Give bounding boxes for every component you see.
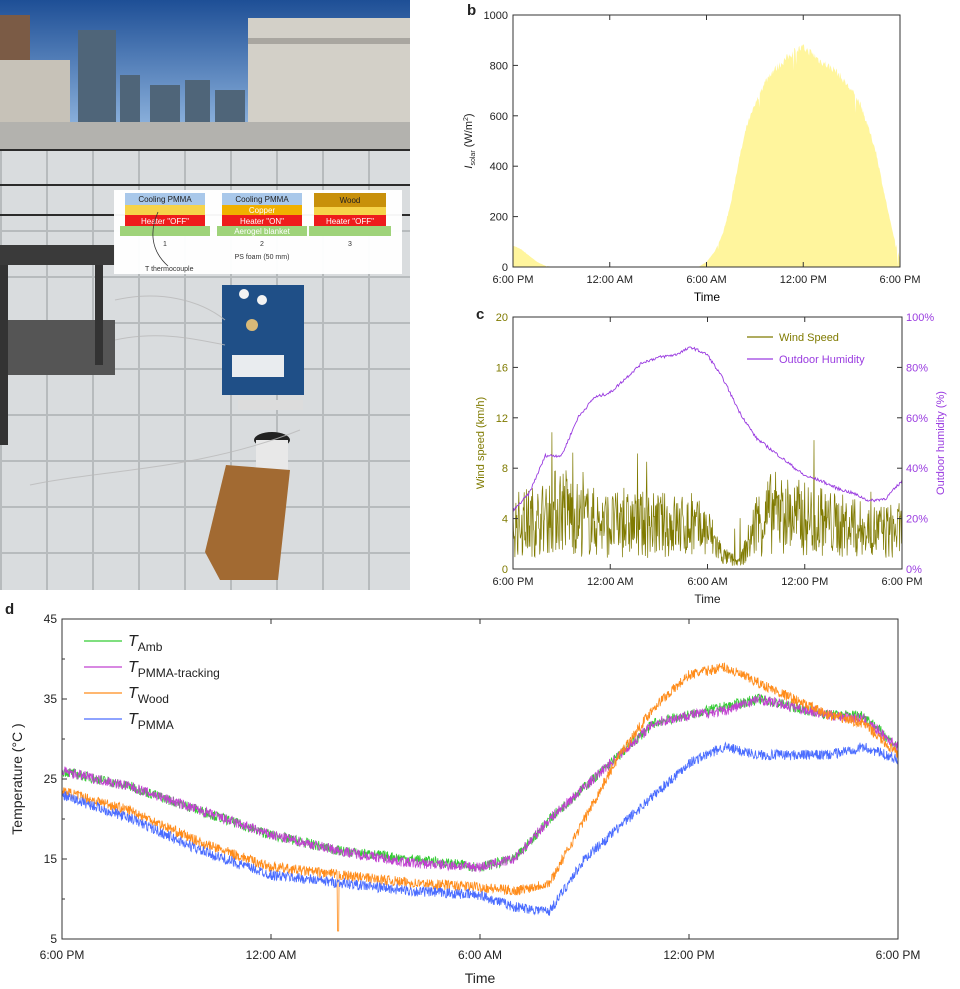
outdoor-humidity-line	[512, 346, 903, 513]
c-y2-tick-label: 80%	[906, 362, 928, 374]
sample2-top-label: Cooling PMMA	[235, 195, 289, 204]
d-y-tick-label: 5	[50, 932, 57, 946]
d-x-tick-label: 6:00 PM	[876, 948, 921, 962]
d-x-tick-label: 12:00 PM	[663, 948, 714, 962]
b-y-tick-label: 600	[490, 111, 508, 123]
c-x-tick-label: 6:00 PM	[882, 576, 923, 588]
d-y-tick-label: 15	[44, 852, 58, 866]
sample3-heater-label: Heater "OFF"	[326, 217, 374, 226]
c-y2-tick-label: 20%	[906, 514, 928, 526]
c-y-tick-label: 20	[496, 312, 508, 324]
d-legend-label: TPMMA-tracking	[128, 659, 220, 680]
foam-label: PS foam (50 mm)	[235, 254, 290, 261]
panel-label-c: c	[476, 306, 485, 323]
c-y-axis-right-title: Outdoor humidity (%)	[935, 391, 947, 495]
b-x-tick-label: 6:00 AM	[686, 274, 726, 286]
right-building	[248, 18, 410, 130]
b-y-tick-label: 0	[502, 262, 508, 274]
b-x-tick-label: 6:00 PM	[493, 274, 534, 286]
d-y-tick-label: 35	[44, 692, 58, 706]
sample1-top-label: Cooling PMMA	[138, 195, 192, 204]
c-x-tick-label: 6:00 PM	[493, 576, 534, 588]
b-x-tick-label: 6:00 PM	[880, 274, 921, 286]
sample2-heater-label: Heater "ON"	[240, 217, 284, 226]
cooler-box	[222, 285, 304, 395]
d-x-tick-label: 6:00 PM	[40, 948, 85, 962]
c-y2-tick-label: 100%	[906, 312, 934, 324]
sample1-heater-label: Heater "OFF"	[141, 217, 189, 226]
sample-schematic: Cooling PMMA Heater "OFF" 1 Cooling PMMA…	[114, 190, 402, 274]
left-building	[0, 60, 70, 130]
temp-series-pmma	[62, 741, 899, 916]
d-legend-label: TWood	[128, 685, 169, 706]
panel-label-b: b	[467, 2, 477, 19]
b-y-tick-label: 400	[490, 161, 508, 173]
c-legend-label: Wind Speed	[779, 332, 839, 344]
city-skyline	[0, 15, 245, 125]
d-x-tick-label: 12:00 AM	[246, 948, 297, 962]
b-y-tick-label: 800	[490, 60, 508, 72]
c-legend-label: Outdoor Humidity	[779, 354, 865, 366]
c-x-tick-label: 12:00 AM	[587, 576, 633, 588]
sensor-wires	[29, 295, 301, 486]
sample2-bottom-label: Aerogel blanket	[234, 227, 290, 236]
c-x-axis-title: Time	[694, 592, 721, 606]
solar-irradiance-area	[513, 44, 900, 267]
c-y2-tick-label: 0%	[906, 564, 922, 576]
b-x-tick-label: 12:00 AM	[587, 274, 633, 286]
c-y-tick-label: 0	[502, 564, 508, 576]
d-legend-label: TPMMA	[128, 711, 174, 732]
d-y-tick-label: 45	[44, 612, 58, 626]
b-y-tick-label: 200	[490, 212, 508, 224]
d-x-axis-title: Time	[465, 970, 496, 986]
c-x-tick-label: 12:00 PM	[781, 576, 828, 588]
sample1-number: 1	[163, 241, 167, 248]
wood-board	[205, 465, 290, 580]
thermocouple-label: T thermocouple	[145, 266, 194, 273]
c-y-tick-label: 12	[496, 413, 508, 425]
c-y2-tick-label: 60%	[906, 413, 928, 425]
b-x-tick-label: 12:00 PM	[780, 274, 827, 286]
b-y-axis-label: Isolar (W/m2)	[463, 113, 477, 168]
temp-series-wood	[61, 662, 899, 932]
solar-irradiance-chart: 6:00 PM 12:00 AM 6:00 AM 12:00 PM 6:00 PM020…	[463, 10, 921, 304]
d-y-tick-label: 25	[44, 772, 58, 786]
sample2-number: 2	[260, 241, 264, 248]
d-legend-label: TAmb	[128, 633, 163, 654]
c-x-tick-label: 6:00 AM	[687, 576, 727, 588]
sample3-top-label: Wood	[340, 196, 361, 205]
sample3-number: 3	[348, 241, 352, 248]
wind-speed-line	[512, 432, 903, 566]
d-x-tick-label: 6:00 AM	[458, 948, 502, 962]
equipment-cart	[0, 245, 115, 445]
c-y-tick-label: 4	[502, 514, 508, 526]
b-x-axis-title: Time	[694, 290, 721, 304]
c-y-tick-label: 16	[496, 362, 508, 374]
temperature-chart: 6:00 PM 12:00 AM 6:00 AM 12:00 PM 6:00 PM 5 15…	[9, 612, 921, 986]
panel-label-d: d	[5, 601, 15, 618]
parapet-wall	[0, 122, 410, 152]
rooftop-photo: Cooling PMMA Heater "OFF" 1 Cooling PMMA…	[0, 0, 410, 590]
c-y2-tick-label: 40%	[906, 463, 928, 475]
c-y-tick-label: 8	[502, 463, 508, 475]
temp-series-pmma-tracking	[61, 693, 899, 873]
wind-humidity-chart: 6:00 PM 12:00 AM 6:00 AM 12:00 PM 6:00 PM048…	[475, 312, 947, 606]
d-y-axis-title: Temperature (°C )	[9, 723, 25, 834]
c-y-axis-left-title: Wind speed (km/h)	[475, 397, 487, 489]
sample2-middle-label: Copper	[249, 206, 276, 215]
b-y-tick-label: 1000	[484, 10, 508, 22]
